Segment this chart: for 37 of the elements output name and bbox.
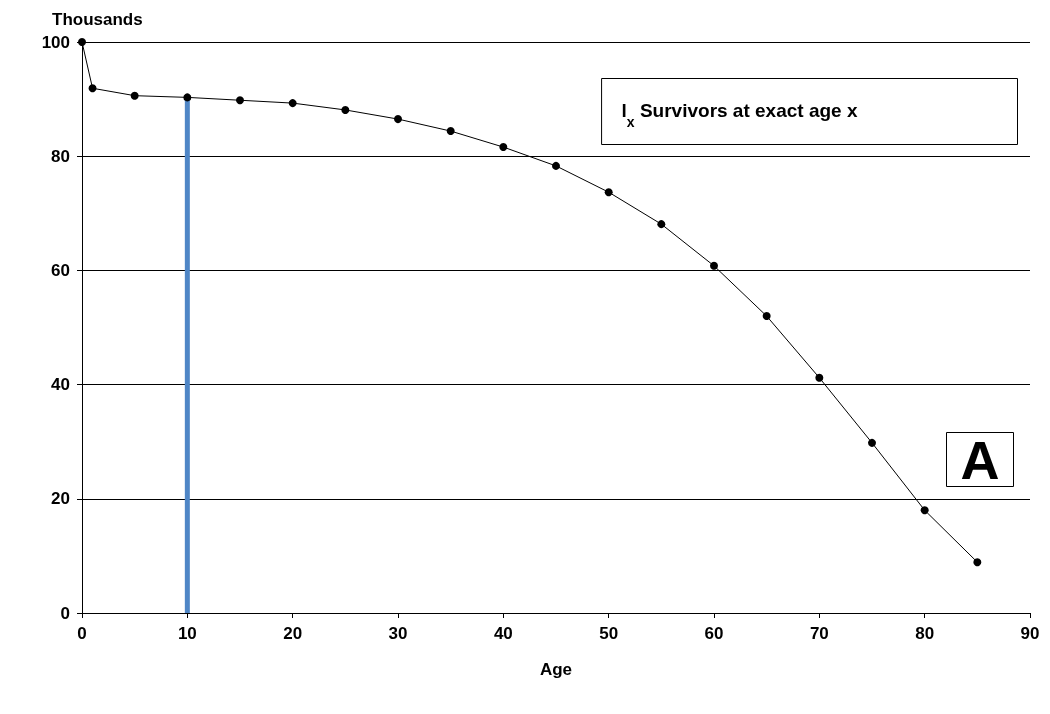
x-tick-label: 70 bbox=[809, 624, 829, 643]
point bbox=[868, 438, 876, 447]
x-tick-label: 20 bbox=[283, 624, 303, 643]
y-tick-label: 100 bbox=[41, 32, 70, 52]
point bbox=[973, 558, 982, 567]
point bbox=[657, 220, 666, 229]
point bbox=[762, 312, 771, 321]
point bbox=[920, 506, 929, 515]
point bbox=[499, 143, 508, 152]
point bbox=[552, 161, 560, 170]
y-tick-label: 80 bbox=[51, 146, 70, 166]
point bbox=[710, 261, 718, 270]
x-tick-label: 30 bbox=[388, 624, 408, 643]
annotation: A bbox=[960, 429, 1000, 490]
y-axis-title: Thousands bbox=[52, 10, 143, 29]
x-tick-label: 50 bbox=[599, 624, 619, 643]
y-tick-label: 60 bbox=[51, 260, 70, 280]
y-tick-label: 40 bbox=[51, 375, 70, 395]
point bbox=[341, 105, 350, 114]
point bbox=[815, 373, 824, 382]
x-tick-label: 80 bbox=[915, 624, 935, 643]
point bbox=[88, 84, 97, 93]
point bbox=[604, 188, 613, 197]
point bbox=[236, 96, 244, 105]
point bbox=[394, 115, 402, 124]
x-tick-label: 10 bbox=[177, 624, 197, 643]
point bbox=[288, 99, 297, 108]
point bbox=[446, 127, 455, 136]
y-tick-label: 0 bbox=[60, 603, 70, 623]
y-tick-label: 20 bbox=[51, 489, 70, 509]
x-tick-label: 0 bbox=[77, 624, 87, 643]
x-axis-title: Age bbox=[539, 660, 573, 679]
x-tick-label: 60 bbox=[704, 624, 724, 643]
x-tick-label: 90 bbox=[1020, 624, 1040, 643]
point bbox=[130, 91, 139, 100]
x-tick-label: 40 bbox=[493, 624, 513, 643]
point bbox=[183, 93, 192, 102]
